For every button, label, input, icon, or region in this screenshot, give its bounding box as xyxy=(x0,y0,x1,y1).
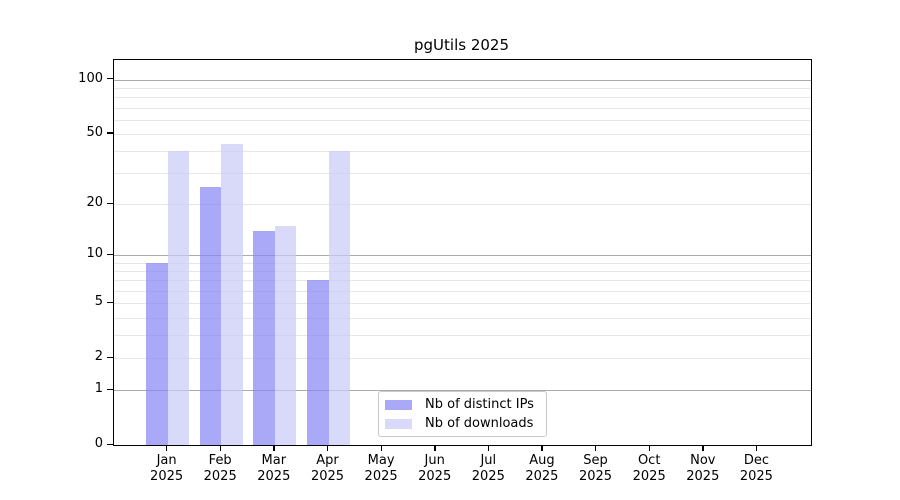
x-tick-mark xyxy=(595,445,597,451)
x-tick-label: Oct 2025 xyxy=(632,453,666,484)
bar-distinct-ips xyxy=(199,187,222,445)
y-tick-label: 1 xyxy=(94,381,103,397)
x-tick-mark xyxy=(327,445,329,451)
y-gridline-major xyxy=(114,79,811,81)
y-tick-label: 2 xyxy=(94,349,103,364)
y-tick-mark xyxy=(107,301,113,303)
chart-title: pgUtils 2025 xyxy=(414,36,509,54)
y-tick-mark xyxy=(107,132,113,134)
y-gridline-minor xyxy=(114,97,811,99)
y-gridline-minor xyxy=(114,107,811,109)
y-gridline-minor xyxy=(114,317,811,319)
y-gridline-minor xyxy=(114,271,811,272)
y-gridline-minor xyxy=(114,87,811,89)
y-tick-mark xyxy=(107,388,113,390)
y-gridline-minor xyxy=(114,133,811,135)
y-gridline-minor xyxy=(114,204,811,205)
y-tick-mark xyxy=(107,253,113,256)
y-tick-label: 20 xyxy=(86,195,103,210)
x-tick-label: Feb 2025 xyxy=(203,453,237,484)
x-tick-mark xyxy=(702,445,704,451)
y-gridline-minor xyxy=(114,151,811,152)
x-tick-label: Sep 2025 xyxy=(578,453,613,484)
y-gridline-minor xyxy=(114,173,811,175)
legend-swatch-distinct-ips xyxy=(385,399,412,410)
y-gridline-minor xyxy=(114,335,811,337)
x-tick-label: Jun 2025 xyxy=(418,453,452,484)
y-gridline-minor xyxy=(114,280,811,282)
bar-downloads xyxy=(221,143,243,445)
y-tick-label: 5 xyxy=(94,294,103,310)
legend-item-distinct-ips: Nb of distinct IPs xyxy=(385,397,538,412)
x-tick-mark xyxy=(541,445,543,451)
y-gridline-minor xyxy=(114,262,811,264)
bar-distinct-ips xyxy=(146,262,168,445)
y-gridline-minor xyxy=(114,303,811,305)
y-tick-mark xyxy=(107,356,113,358)
legend-swatch-downloads xyxy=(385,418,412,429)
y-gridline-major xyxy=(114,390,811,392)
x-tick-mark xyxy=(648,445,651,451)
y-tick-label: 100 xyxy=(78,70,103,86)
y-tick-mark xyxy=(107,202,113,204)
x-tick-label: Jan 2025 xyxy=(150,453,184,484)
bar-downloads xyxy=(274,225,297,445)
legend: Nb of distinct IPs Nb of downloads xyxy=(378,391,547,437)
x-tick-mark xyxy=(166,445,168,451)
y-tick-mark xyxy=(107,78,113,80)
bar-downloads xyxy=(167,151,190,445)
x-tick-mark xyxy=(755,445,758,451)
x-tick-label: Aug 2025 xyxy=(525,453,559,484)
x-tick-label: Dec 2025 xyxy=(739,453,773,484)
x-tick-label: Mar 2025 xyxy=(257,453,291,484)
bar-distinct-ips xyxy=(253,230,275,445)
bar-downloads xyxy=(328,151,350,445)
y-gridline-minor xyxy=(114,290,811,292)
x-tick-label: May 2025 xyxy=(364,453,398,484)
x-tick-mark xyxy=(434,445,436,451)
x-tick-mark xyxy=(487,445,490,451)
x-tick-label: Jul 2025 xyxy=(471,453,505,484)
x-tick-label: Apr 2025 xyxy=(310,453,345,484)
x-tick-mark xyxy=(219,445,222,451)
y-tick-label: 0 xyxy=(94,436,103,451)
x-tick-mark xyxy=(273,445,275,451)
y-gridline-minor xyxy=(114,358,811,359)
x-tick-label: Nov 2025 xyxy=(686,453,720,484)
y-tick-label: 50 xyxy=(86,124,103,140)
x-tick-mark xyxy=(380,445,382,451)
legend-label-distinct-ips: Nb of distinct IPs xyxy=(425,397,534,412)
bar-distinct-ips xyxy=(307,280,329,445)
plot-area xyxy=(113,59,812,446)
y-tick-label: 10 xyxy=(86,246,103,262)
legend-item-downloads: Nb of downloads xyxy=(385,416,538,431)
y-tick-mark xyxy=(107,443,113,445)
legend-label-downloads: Nb of downloads xyxy=(425,416,534,431)
y-gridline-minor xyxy=(114,119,811,121)
y-gridline-major xyxy=(114,255,811,257)
